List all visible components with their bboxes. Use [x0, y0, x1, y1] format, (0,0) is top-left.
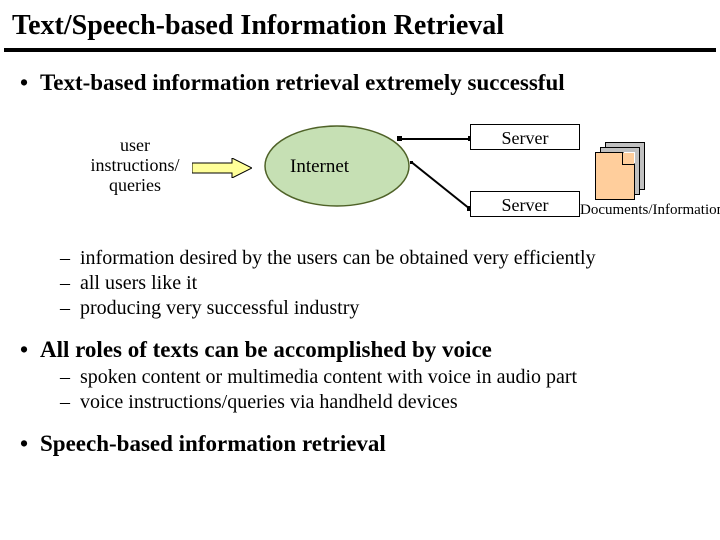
documents-icon [595, 142, 647, 200]
documents-label: Documents/Information [580, 202, 720, 219]
title-underline [4, 48, 716, 52]
bullet-3: Speech-based information retrieval [18, 431, 702, 457]
internet-label: Internet [290, 156, 349, 178]
bullet-2-text: All roles of texts can be accomplished b… [40, 337, 492, 362]
bullet-1-sub-1: information desired by the users can be … [40, 246, 702, 271]
doc-page-front [595, 152, 635, 200]
slide-body: Text-based information retrieval extreme… [0, 70, 720, 457]
user-queries-label: user instructions/ queries [80, 136, 190, 195]
slide-title: Text/Speech-based Information Retrieval [0, 0, 720, 48]
diagram: user instructions/ queries Internet [40, 106, 720, 236]
bullet-3-text: Speech-based information retrieval [40, 431, 386, 456]
bullet-1-text: Text-based information retrieval extreme… [40, 70, 565, 95]
server-box-2: Server [470, 191, 580, 217]
arrow-icon [192, 158, 252, 178]
bullet-2-sub-1: spoken content or multimedia content wit… [40, 365, 702, 390]
connector-line-2 [410, 161, 470, 211]
bullet-1-sub-3: producing very successful industry [40, 296, 702, 321]
bullet-1: Text-based information retrieval extreme… [18, 70, 702, 321]
server-box-1: Server [470, 124, 580, 150]
bullet-1-sub-2: all users like it [40, 271, 702, 296]
bullet-2: All roles of texts can be accomplished b… [18, 337, 702, 415]
bullet-2-sub-2: voice instructions/queries via handheld … [40, 390, 702, 415]
connector-line-1 [400, 138, 470, 140]
